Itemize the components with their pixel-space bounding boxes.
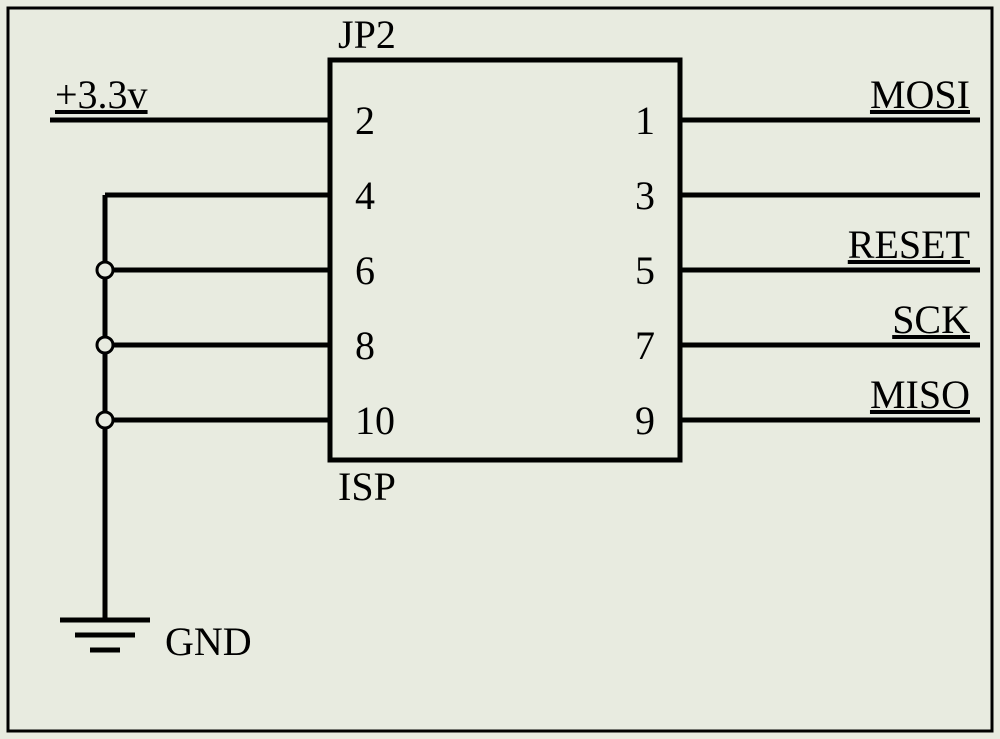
pin-right-1: 1	[635, 98, 655, 143]
net-label-RESET: RESET	[848, 222, 970, 267]
pin-left-4: 4	[355, 173, 375, 218]
net-label-MISO: MISO	[870, 372, 970, 417]
pin-right-7: 7	[635, 323, 655, 368]
gnd-label: GND	[165, 619, 252, 664]
background	[0, 0, 1000, 739]
component-name: ISP	[338, 464, 396, 509]
pin-left-8: 8	[355, 323, 375, 368]
component-ref: JP2	[338, 12, 396, 57]
junction-2	[97, 412, 113, 428]
net-label-MOSI: MOSI	[870, 72, 970, 117]
pin-right-9: 9	[635, 398, 655, 443]
pin-left-2: 2	[355, 98, 375, 143]
junction-1	[97, 337, 113, 353]
net-label-+3.3v: +3.3v	[55, 72, 148, 117]
schematic-svg: JP2 ISP 2 4 6 8 10 1 3 5 7 9 +3.3v GND MOSI RESET SCK MIS…	[0, 0, 1000, 739]
pin-right-5: 5	[635, 248, 655, 293]
pin-left-6: 6	[355, 248, 375, 293]
pin-right-3: 3	[635, 173, 655, 218]
net-label-SCK: SCK	[892, 297, 970, 342]
pin-left-10: 10	[355, 398, 395, 443]
junction-0	[97, 262, 113, 278]
